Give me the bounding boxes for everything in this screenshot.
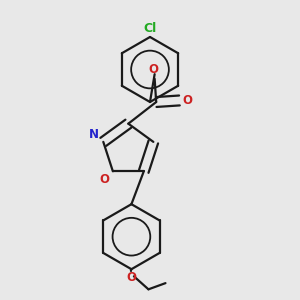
Text: O: O xyxy=(126,271,136,284)
Text: N: N xyxy=(89,128,99,141)
Text: O: O xyxy=(182,94,192,107)
Text: O: O xyxy=(99,173,109,186)
Text: O: O xyxy=(148,63,158,76)
Text: Cl: Cl xyxy=(143,22,157,34)
